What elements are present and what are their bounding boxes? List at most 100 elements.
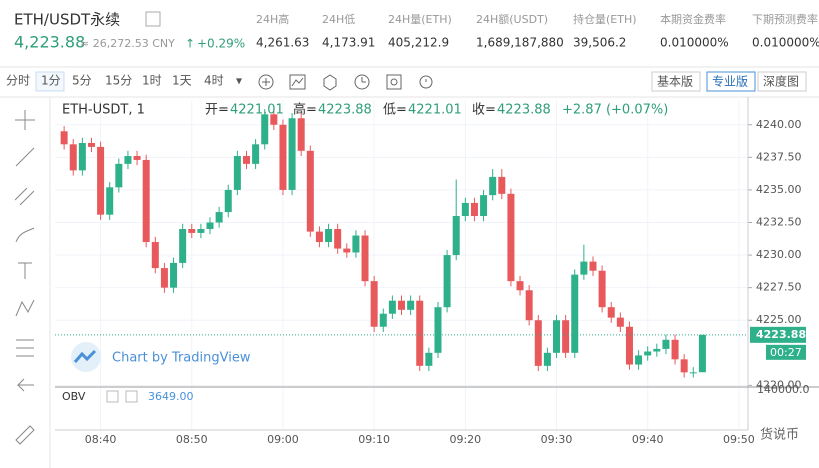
interval[interactable]: 1天 <box>172 74 192 88</box>
legend-value: 4221.01 <box>408 103 462 118</box>
candle-body <box>151 242 159 269</box>
candle-body <box>115 163 123 188</box>
toolbar-icons <box>258 74 433 91</box>
candle-body <box>534 320 542 366</box>
candle-body <box>516 281 524 291</box>
tool[interactable] <box>16 378 34 392</box>
icon[interactable] <box>386 74 402 90</box>
icon[interactable] <box>354 74 370 90</box>
watermark-logo <box>71 342 101 372</box>
candle-body <box>215 212 223 223</box>
candle-body <box>343 248 351 253</box>
candle-body <box>680 359 688 373</box>
interval[interactable]: 5分 <box>72 74 92 88</box>
candle-body <box>598 270 606 308</box>
stat-label: 24H量(ETH) <box>388 13 452 26</box>
stat-label: 下期预测费率 <box>752 12 818 26</box>
legend-value: 4221.01 <box>230 103 284 118</box>
legend-label: 低= <box>383 103 407 118</box>
stat-value: 4,173.91 <box>322 36 375 50</box>
tool[interactable] <box>15 299 35 317</box>
candle-body <box>352 235 360 253</box>
candle-body <box>507 193 515 282</box>
candle-body <box>398 300 405 310</box>
candle-body <box>297 118 305 151</box>
icon[interactable] <box>419 75 433 89</box>
stat-value: 39,506.2 <box>573 36 626 50</box>
last-price-box <box>750 326 806 343</box>
candle-body <box>252 144 260 164</box>
stat-label: 本期资金费率 <box>660 12 726 26</box>
icon[interactable] <box>258 74 274 90</box>
candle-body <box>425 352 433 366</box>
interval[interactable]: 分时 <box>6 74 30 88</box>
tool[interactable] <box>15 227 35 243</box>
candle-body <box>443 255 451 308</box>
selected-interval <box>35 71 65 92</box>
candle-body <box>635 355 643 365</box>
legend-value: 4223.88 <box>318 103 372 118</box>
x-tick-label: 09:30 <box>541 433 573 446</box>
view-button[interactable] <box>706 71 756 92</box>
view-button[interactable] <box>757 71 807 92</box>
icon[interactable] <box>323 74 337 91</box>
legend-value: 4223.88 <box>497 103 551 118</box>
legend-label: 开= <box>205 103 229 118</box>
candle-body <box>416 300 424 366</box>
obv-settings[interactable] <box>106 390 119 403</box>
candle-body <box>379 313 387 327</box>
candle-body <box>470 202 478 216</box>
stat-label: 24H高 <box>256 12 289 26</box>
candle-body <box>306 150 314 232</box>
interval[interactable]: 1分 <box>41 74 61 88</box>
interval[interactable]: 15分 <box>105 74 132 88</box>
candle-body <box>261 114 269 145</box>
candle-body <box>580 261 588 275</box>
candle-body <box>644 351 652 356</box>
x-tick-label: 09:10 <box>358 433 390 446</box>
stat-label: 持仓量(ETH) <box>573 12 637 26</box>
view-button[interactable] <box>651 71 701 92</box>
candle-body <box>224 189 232 213</box>
candle-body <box>242 156 250 164</box>
interval[interactable]: 4时 <box>204 74 224 88</box>
x-tick-label: 09:00 <box>267 433 299 446</box>
obv-close[interactable] <box>125 390 138 403</box>
dropdown[interactable] <box>145 11 161 27</box>
tool[interactable] <box>18 262 32 279</box>
drawing-tools <box>14 110 35 445</box>
y-tick-label: 4225.00 <box>756 313 802 326</box>
tool[interactable] <box>16 339 34 357</box>
footer-watermark: 货说币 <box>760 427 799 443</box>
candle-body <box>288 118 296 190</box>
y-tick-label: 4220.00 <box>756 378 802 391</box>
x-tick-label: 09:40 <box>632 433 664 446</box>
candle-body <box>87 143 95 147</box>
candle-body <box>498 176 506 194</box>
tool[interactable] <box>14 187 35 206</box>
x-tick-label: 09:50 <box>723 433 755 446</box>
tool[interactable] <box>15 147 35 167</box>
candle-body <box>671 339 679 360</box>
candle-body <box>553 320 561 353</box>
legend-label: 高= <box>293 102 317 118</box>
tool[interactable] <box>15 110 35 130</box>
candle-body <box>97 146 105 215</box>
candle-body <box>434 307 442 353</box>
candle-body <box>388 300 396 314</box>
more-intervals[interactable]: ▾ <box>236 74 242 88</box>
candle-body <box>361 235 369 282</box>
candle-body <box>188 229 196 233</box>
icon[interactable] <box>289 74 306 90</box>
last-price-label: 4223.88 <box>756 328 806 341</box>
stat-label: 24H低 <box>322 13 355 26</box>
candle-body <box>616 317 624 327</box>
symbol: ETH/USDT永续 <box>14 11 120 29</box>
watermark: Chart by TradingView <box>112 351 251 366</box>
stat-value: 1,689,187,880 <box>476 36 564 50</box>
up-arrow: ↑ <box>185 37 195 51</box>
candle-body <box>170 262 178 288</box>
interval[interactable]: 1时 <box>142 74 162 88</box>
legend-symbol: ETH-USDT, 1 <box>62 103 145 118</box>
tool[interactable] <box>15 425 35 445</box>
